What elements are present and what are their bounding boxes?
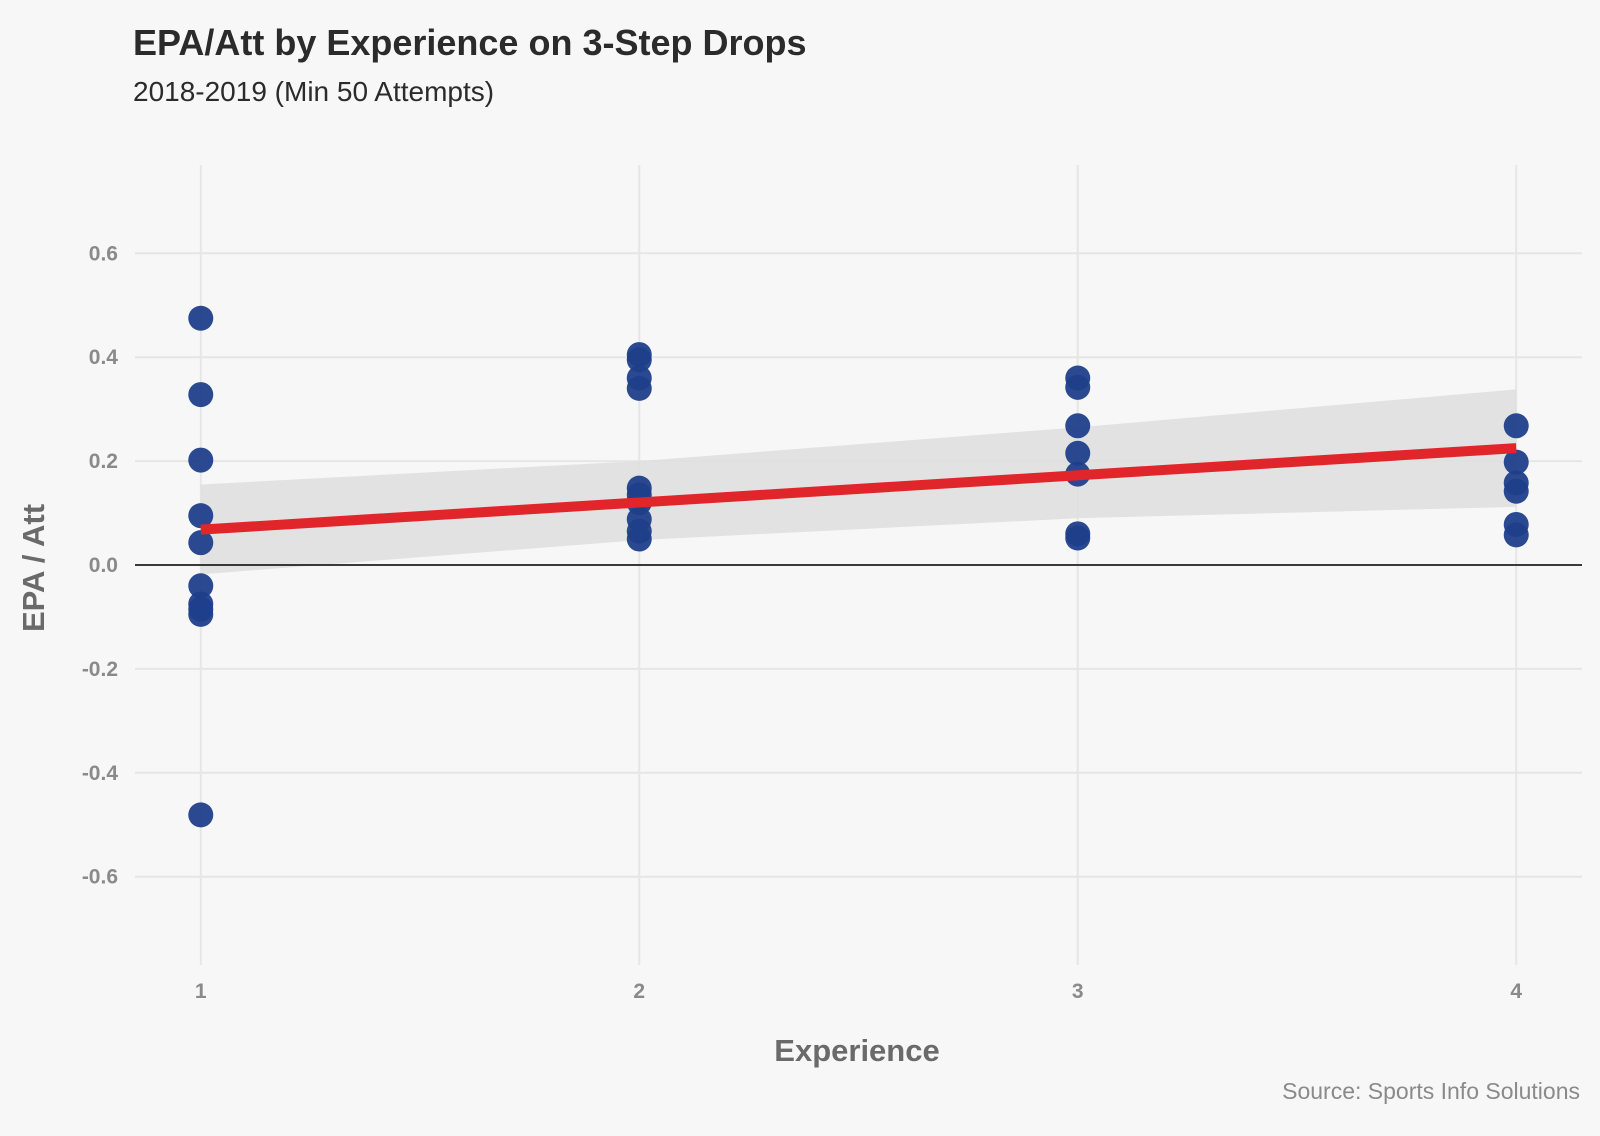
y-tick-label-3: 0.0 — [89, 554, 118, 577]
x-tick-label-2: 3 — [1072, 980, 1084, 1003]
y-tick-label-6: 0.6 — [89, 242, 118, 265]
x-tick-label-1: 2 — [633, 980, 645, 1003]
x-tick-label-0: 1 — [195, 980, 207, 1003]
data-point-9 — [188, 802, 214, 828]
tick-labels: -0.6 -0.4 -0.2 0.0 0.2 0.4 0.6 1 2 3 4 — [82, 242, 1523, 1003]
y-axis-title: EPA / Att — [16, 504, 51, 632]
data-point-22 — [1065, 413, 1091, 439]
data-point-21 — [1065, 374, 1091, 400]
trend-line — [200, 443, 1517, 535]
source-caption: Source: Sports Info Solutions — [1282, 1078, 1580, 1104]
confidence-band-layer — [200, 389, 1517, 575]
data-point-30 — [1503, 478, 1529, 504]
y-tick-label-4: 0.2 — [89, 450, 118, 473]
x-axis-title: Experience — [774, 1033, 939, 1068]
data-point-0 — [188, 305, 214, 331]
data-point-4 — [188, 530, 214, 556]
data-point-2 — [188, 447, 214, 473]
data-point-28 — [1503, 449, 1529, 475]
y-tick-label-5: 0.4 — [89, 346, 119, 369]
y-tick-label-2: -0.2 — [82, 658, 118, 681]
y-tick-label-1: -0.4 — [82, 762, 119, 785]
data-point-27 — [1503, 413, 1529, 439]
data-points — [188, 305, 1529, 828]
data-point-8 — [188, 601, 214, 627]
trend-line-layer — [200, 443, 1517, 535]
chart-subtitle: 2018-2019 (Min 50 Attempts) — [133, 76, 495, 107]
y-tick-label-0: -0.6 — [82, 866, 118, 889]
data-point-13 — [626, 375, 652, 401]
chart-title: EPA/Att by Experience on 3-Step Drops — [133, 22, 807, 63]
x-tick-label-3: 4 — [1510, 980, 1522, 1003]
data-point-19 — [626, 526, 652, 552]
data-point-32 — [1503, 522, 1529, 548]
data-point-3 — [188, 503, 214, 529]
confidence-band — [200, 389, 1517, 575]
data-point-11 — [626, 347, 652, 373]
data-point-1 — [188, 382, 214, 408]
data-point-23 — [1065, 440, 1091, 466]
data-point-5 — [188, 573, 214, 599]
data-point-26 — [1065, 525, 1091, 551]
